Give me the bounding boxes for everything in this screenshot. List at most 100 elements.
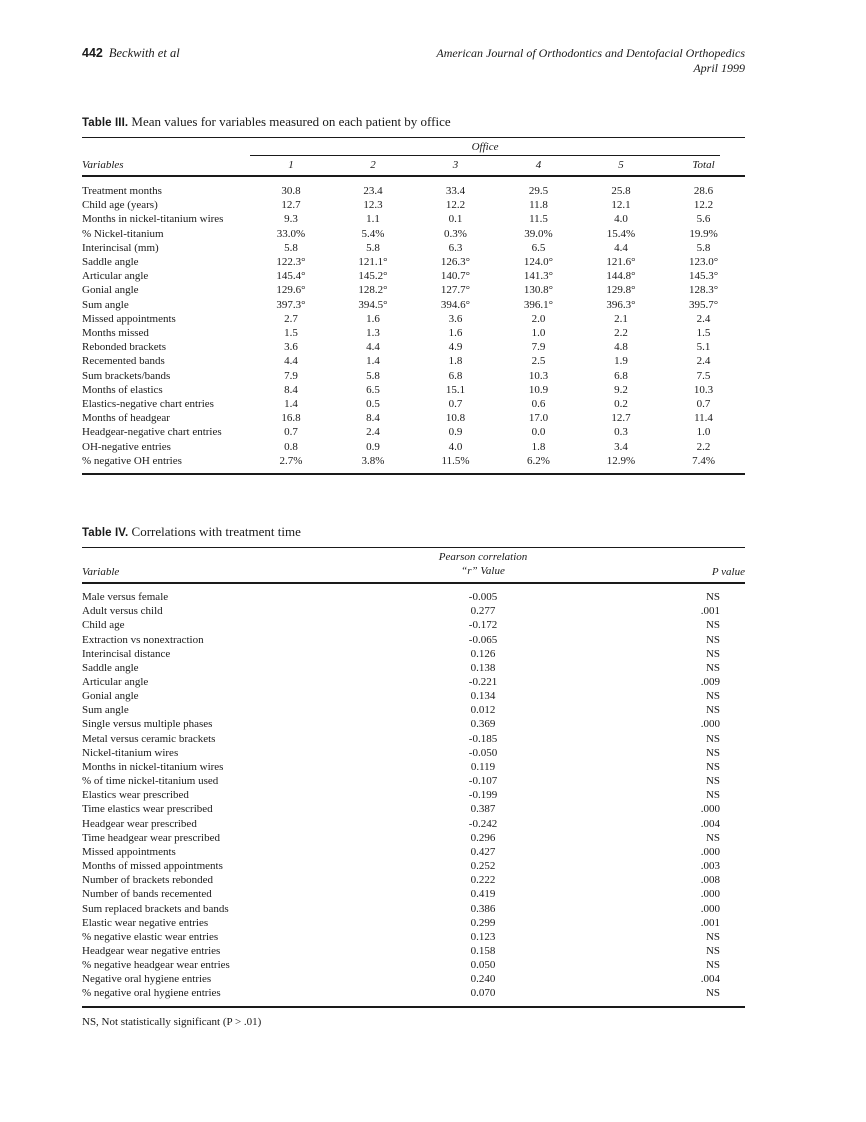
row-value: 1.1 xyxy=(366,213,380,226)
row-r-value: 0.119 xyxy=(470,760,496,773)
row-p-value: .000 xyxy=(700,803,720,816)
row-r-value: -0.199 xyxy=(468,789,498,802)
table-row: Extraction vs nonextraction -0.065 NS xyxy=(82,633,745,647)
row-value: 129.8° xyxy=(606,284,636,297)
table4-head: Variable Pearson correlation “r” Value P… xyxy=(82,547,745,585)
row-value: 17.0 xyxy=(528,412,549,425)
row-value: 2.4 xyxy=(696,355,711,368)
table-row: Interincisal (mm) 5.8 5.8 6.3 6.5 4.4 5.8 xyxy=(82,241,745,255)
row-variable: Elastics-negative chart entries xyxy=(82,398,214,411)
row-value: 121.6° xyxy=(606,256,636,269)
table4-title: Table IV. Correlations with treatment ti… xyxy=(82,524,745,541)
row-variable: % of time nickel-titanium used xyxy=(82,775,219,788)
row-value: 12.3 xyxy=(363,199,383,212)
row-value: 6.5 xyxy=(366,383,380,396)
table3: Office Variables 1 2 3 4 5 Total Treatme… xyxy=(82,137,746,476)
row-r-value: 0.050 xyxy=(470,959,496,972)
row-value: 10.3 xyxy=(693,383,714,396)
row-variable: Headgear wear prescribed xyxy=(82,817,197,830)
row-variable: Sum angle xyxy=(82,298,129,311)
row-variable: Negative oral hygiene entries xyxy=(82,973,212,986)
row-variable: Sum brackets/bands xyxy=(82,369,171,382)
table-row: % Nickel-titanium 33.0% 5.4% 0.3% 39.0% 15.4%… xyxy=(82,227,745,241)
row-r-value: -0.172 xyxy=(468,619,498,632)
table-row: Sum replaced brackets and bands 0.386 .000 xyxy=(82,902,745,916)
row-value: 11.5 xyxy=(529,213,548,226)
row-variable: Number of brackets rebonded xyxy=(82,874,214,887)
row-value: 33.4 xyxy=(445,185,466,197)
page-content: 442 Beckwith et al American Journal of Or… xyxy=(82,0,746,1029)
row-value: 6.8 xyxy=(614,369,628,382)
table-row: % of time nickel-titanium used -0.107 NS xyxy=(82,774,745,788)
row-variable: Articular angle xyxy=(82,676,149,688)
row-variable: Elastic wear negative entries xyxy=(82,916,209,929)
row-p-value: NS xyxy=(705,647,720,660)
row-variable: Missed appointments xyxy=(82,845,176,858)
row-variable: Single versus multiple phases xyxy=(82,718,213,731)
table-row: Months of elastics 8.4 6.5 15.1 10.9 9.2 10.3 xyxy=(82,383,745,397)
row-value: 15.1 xyxy=(445,383,466,396)
table-row: Months missed 1.5 1.3 1.6 1.0 2.2 1.5 xyxy=(82,326,745,340)
running-head-left: 442 Beckwith et al xyxy=(82,46,180,61)
table-row: Articular angle -0.221 .009 xyxy=(82,675,745,689)
row-value: 1.0 xyxy=(531,327,546,340)
row-r-value: 0.070 xyxy=(470,987,496,1000)
row-p-value: NS xyxy=(705,591,720,604)
row-value: 397.3° xyxy=(276,298,306,311)
row-value: 3.6 xyxy=(448,312,463,325)
row-value: 394.5° xyxy=(358,298,388,311)
row-variable: Child age xyxy=(82,619,125,632)
row-value: 11.8 xyxy=(529,199,548,212)
row-p-value: .004 xyxy=(700,973,720,986)
row-value: 19.9% xyxy=(689,227,718,240)
row-value: 0.5 xyxy=(366,398,380,411)
row-variable: % Nickel-titanium xyxy=(82,227,164,240)
table3-body: Treatment months 30.8 23.4 33.4 29.5 25.8 28.6… xyxy=(82,176,745,474)
row-value: 3.4 xyxy=(614,440,628,453)
row-r-value: -0.005 xyxy=(468,591,498,604)
row-p-value: .000 xyxy=(700,902,720,915)
row-value: 39.0% xyxy=(524,227,553,240)
row-value: 0.7 xyxy=(284,426,298,439)
table-row: Sum angle 397.3° 394.5° 394.6° 396.1° 396.3° 3… xyxy=(82,298,745,312)
table-row: Child age (years) 12.7 12.3 12.2 11.8 12.1 12.… xyxy=(82,198,745,212)
table-row: Time headgear wear prescribed 0.296 NS xyxy=(82,831,745,845)
row-variable: Headgear wear negative entries xyxy=(82,944,221,957)
table3-title: Table III. Mean values for variables mea… xyxy=(82,114,745,131)
row-value: 2.4 xyxy=(696,312,711,325)
row-variable: Months of missed appointments xyxy=(82,860,223,873)
row-variable: Gonial angle xyxy=(82,690,139,703)
table-row: Number of bands recemented 0.419 .000 xyxy=(82,887,745,901)
row-value: 9.2 xyxy=(614,383,628,396)
row-value: 0.2 xyxy=(614,398,628,411)
row-p-value: .000 xyxy=(700,845,720,858)
row-value: 0.9 xyxy=(448,426,463,439)
row-value: 1.8 xyxy=(531,440,546,453)
row-value: 2.5 xyxy=(531,355,546,368)
table4-caption: Correlations with treatment time xyxy=(131,524,301,540)
row-variable: % negative OH entries xyxy=(82,454,182,467)
table-row: Single versus multiple phases 0.369 .000 xyxy=(82,717,745,731)
row-p-value: NS xyxy=(705,775,720,788)
row-r-value: -0.242 xyxy=(468,817,498,830)
row-value: 129.6° xyxy=(276,284,306,297)
pearson-line2: “r” Value xyxy=(461,565,505,578)
table-row: Articular angle 145.4° 145.2° 140.7° 141.3° 1… xyxy=(82,269,745,283)
row-value: 16.8 xyxy=(281,412,301,425)
row-value: 0.0 xyxy=(531,426,546,439)
row-p-value: NS xyxy=(705,944,720,957)
row-r-value: 0.299 xyxy=(470,916,496,929)
row-variable: Months of headgear xyxy=(82,412,170,425)
table4-label: Table IV. xyxy=(82,527,129,540)
row-value: 145.2° xyxy=(358,270,388,283)
row-value: 130.8° xyxy=(523,284,554,297)
table3-label: Table III. xyxy=(82,117,129,129)
row-value: 12.2 xyxy=(693,199,714,212)
row-value: 29.5 xyxy=(528,185,549,197)
row-value: 25.8 xyxy=(611,185,631,197)
row-p-value: NS xyxy=(705,831,720,844)
table-row: Months of headgear 16.8 8.4 10.8 17.0 12.7 11.… xyxy=(82,411,745,425)
row-variable: Nickel-titanium wires xyxy=(82,746,179,759)
row-value: 1.6 xyxy=(366,312,380,325)
